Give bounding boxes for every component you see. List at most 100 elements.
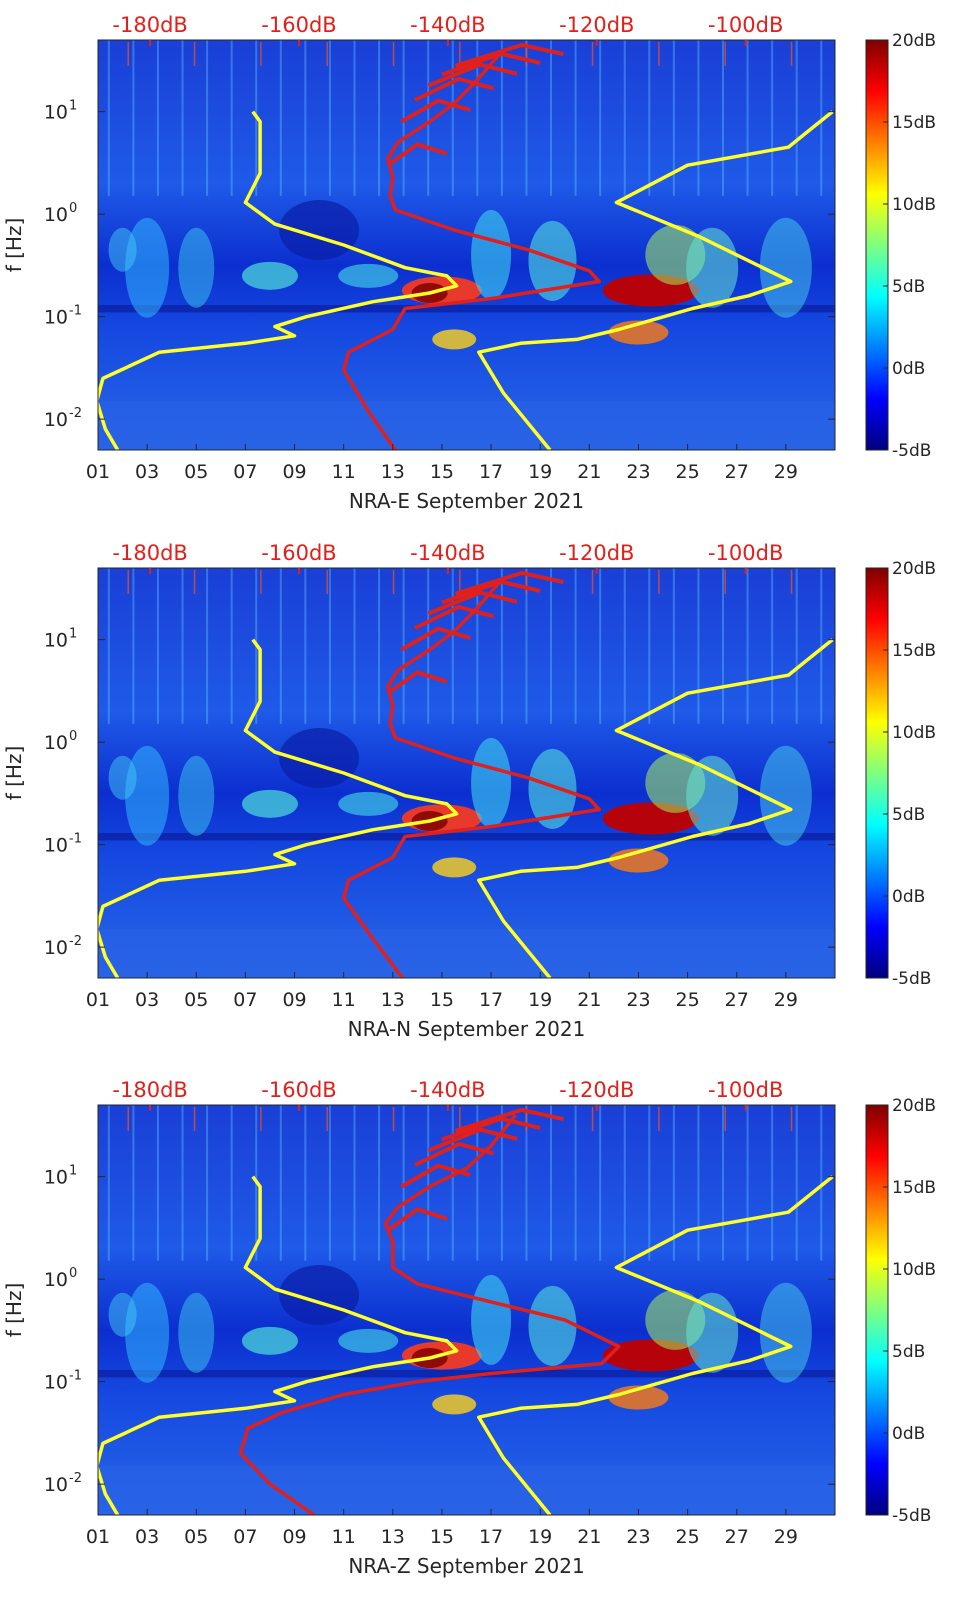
transient-streak [648,1105,651,1261]
x-tick-label: 07 [233,461,257,483]
colorbar-tick-label: -5dB [892,969,931,989]
x-tick-label: 03 [135,1526,159,1548]
top-axis-label: -140dB [410,13,485,37]
transient-streak [648,568,651,724]
x-tick-label: 23 [626,461,650,483]
transient-streak-hot [127,570,129,594]
transient-streak [230,40,233,196]
colorbar-tick-label: 10dB [892,195,936,215]
transient-streak [820,1105,823,1261]
transient-streak [697,1105,700,1261]
colorbar-tick-label: 10dB [892,723,936,743]
x-tick-label: 07 [233,1526,257,1548]
transient-streak [132,568,135,724]
top-axis-label: -120dB [559,1078,634,1102]
transient-streak-hot [392,42,395,66]
transient-streak [599,40,602,196]
x-tick-label: 19 [528,989,552,1011]
transient-streak-hot [459,1107,461,1131]
x-tick-label: 15 [430,461,454,483]
x-tick-label: 21 [577,1526,601,1548]
x-tick-label: 21 [577,461,601,483]
colorbar-tick-label: 0dB [892,359,925,379]
transient-streak [574,568,577,724]
red-curve-detail [454,42,564,68]
transient-streak [230,568,233,724]
transient-streak [378,1105,381,1261]
transient-streak-hot [724,570,726,594]
x-tick-label: 11 [332,461,356,483]
red-curve-detail [414,1141,495,1167]
transient-streak [427,568,430,724]
y-tick-exponent: 0 [69,729,77,744]
transient-streak-hot [790,1107,793,1131]
energy-patch [108,227,137,272]
x-tick-label: 09 [282,461,306,483]
top-axis-label: -160dB [261,541,336,565]
transient-streak [279,1105,282,1261]
yellow-curve-left [98,110,459,450]
low-band [98,929,835,978]
energy-patch [178,227,215,308]
energy-patch [686,755,739,836]
transient-streak [328,1105,331,1261]
red-curve-detail [441,579,541,605]
energy-patch [528,748,577,829]
colorbar-tick-label: 5dB [892,805,925,825]
transient-streak [771,40,774,196]
x-tick-label: 23 [626,989,650,1011]
transient-streak [697,568,700,724]
colorbar-tick-label: 5dB [892,277,925,297]
red-curve [341,576,601,978]
y-tick-label: 10 [44,1474,68,1496]
dark-band [98,304,835,313]
transient-streak-hot [525,1107,527,1131]
x-tick-label: 21 [577,989,601,1011]
red-curve-detail [427,1127,518,1153]
colorbar-tick-label: -5dB [892,441,931,461]
transient-streak [697,40,700,196]
x-tick-label: 03 [135,989,159,1011]
transient-streak [672,40,675,196]
transient-streak [476,568,479,724]
x-tick-label: 01 [86,1526,110,1548]
x-tick-label: 13 [381,989,405,1011]
x-tick-label: 09 [282,989,306,1011]
transient-streak [132,1105,135,1261]
transient-streak [721,568,724,724]
colorbar-tick-label: 0dB [892,887,925,907]
transient-streak [623,1105,626,1261]
transient-streak [550,1105,553,1261]
transient-streak-hot [591,42,594,66]
transient-streak [107,40,110,196]
y-tick-exponent: -1 [69,832,82,847]
energy-patch [471,737,512,828]
red-curve-detail [441,1116,541,1142]
transient-streak-hot [525,570,527,594]
x-tick-label: 05 [184,989,208,1011]
transient-streak [795,1105,798,1261]
transient-streak-hot [326,1107,328,1131]
red-curve-detail [386,142,448,167]
energy-patch [686,1292,739,1373]
transient-streak-hot [591,1107,594,1131]
transient-streak-hot [193,42,196,66]
transient-streak [353,568,356,724]
colorbar-tick-label: 0dB [892,1424,925,1444]
colorbar-tick-label: 10dB [892,1260,936,1280]
transient-streak [156,40,159,196]
transient-streak [427,1105,430,1261]
energy-patch [125,745,170,846]
x-axis-label: NRA-Z September 2021 [348,1554,584,1578]
transient-streak [206,1105,209,1261]
transient-streak [156,568,159,724]
transient-streak [451,568,454,724]
energy-patch [432,329,477,350]
y-tick-exponent: -2 [69,934,82,949]
y-axis-label: f [Hz] [2,1283,26,1338]
energy-patch [528,1285,577,1366]
transient-streak-hot [193,570,196,594]
spectrogram-features [98,568,835,978]
top-axis-label: -120dB [559,13,634,37]
